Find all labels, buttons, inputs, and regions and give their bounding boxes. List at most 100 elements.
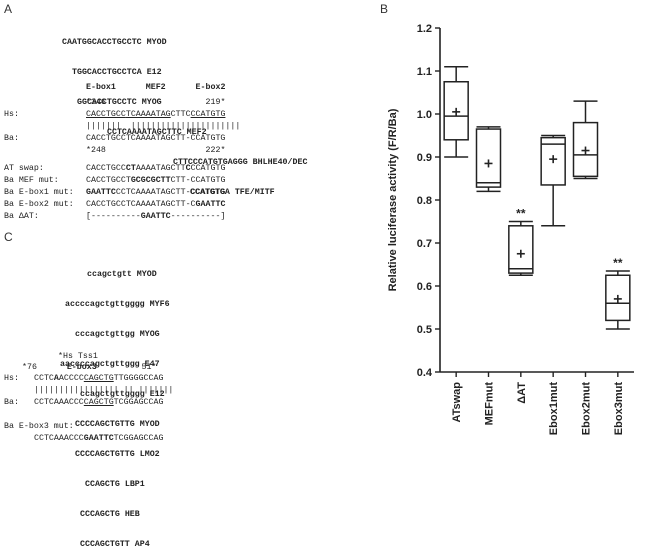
motif-row: GGCACCTGCCTC MYOG <box>62 98 307 108</box>
motif-seq: CCCCAGCTGTTG <box>75 420 135 429</box>
c-mut-sequence: CCTCAAACCCGAATTCTCGGAGCCAG <box>34 434 164 443</box>
motif-seq: CAATGGCACCTGCCTC <box>62 38 142 47</box>
ebox3-header: E-box3 <box>66 363 97 372</box>
y-tick-label: 0.8 <box>417 195 432 207</box>
motif-name: E12 <box>146 68 162 77</box>
box-0 <box>443 65 469 158</box>
ebox1-header: E-box1 <box>86 83 116 92</box>
motif-seq: ccagctgttgggg <box>80 390 145 399</box>
motif-name: MYOG <box>141 98 162 107</box>
mutant-seq: CACCTGCCTGCGCGCTTCTT-CCATGTG <box>86 176 226 185</box>
motif-row: CTTCCCATGTGAGGG BHLHE40/DEC <box>62 158 307 168</box>
hs-sequence: CACCTGCCTCAAAATAGCTTCCCATGTG <box>86 110 225 120</box>
motif-seq: CCCCAGCTGTTG <box>75 450 135 459</box>
mutant-label: Ba ΔAT: <box>4 212 39 221</box>
mutant-seq: CACCTGCCCTAAAATAGCTTCCCATGTG <box>86 164 226 173</box>
tss-label: *Hs Tss1 <box>58 352 98 361</box>
motif-name: HEB <box>124 510 140 519</box>
ba-label: Ba: <box>4 134 19 143</box>
motif-name: MYF6 <box>149 300 170 309</box>
motif-row: CCTCAAAATAGCTTC MEF2 <box>62 128 307 138</box>
significance-label: ** <box>516 207 526 221</box>
c-hs-sequence: CCTCAACCCCCAGCTGTTGGGGCCAG <box>34 374 164 383</box>
motif-name: MYOD <box>136 270 157 279</box>
mutant-seq: GAATTCCCTCAAAATAGCTT-CCATGTG <box>86 188 226 197</box>
motif-row: CCCCAGCTGTTG MYOD <box>60 420 170 430</box>
motif-row: accccagctgttgggg MYF6 <box>60 300 170 310</box>
mutant-label: Ba MEF mut: <box>4 176 59 185</box>
c-numbering: *76 E-box3 51* <box>22 363 156 373</box>
motif-name: MYOD <box>146 38 167 47</box>
motif-row: CCCAGCTGTT AP4 <box>60 540 170 550</box>
box-2: ** <box>508 207 534 276</box>
mutant-label: Ba E-box1 mut: <box>4 188 74 197</box>
motif-name: LBP1 <box>124 480 145 489</box>
y-axis: 0.4 0.5 0.6 0.7 0.8 0.9 1.0 1.1 1.2 <box>417 23 441 379</box>
motif-row: ccagctgtt MYOD <box>60 270 170 280</box>
y-tick-label: 0.9 <box>417 152 432 164</box>
motif-name: AP4 <box>134 540 150 549</box>
box-4 <box>572 100 599 180</box>
motif-name: TFE/MITF <box>234 188 275 197</box>
box-5: ** <box>605 256 631 330</box>
mutant-seq: CACCTGCCTCAAAATAGCTT-CGAATTC <box>86 200 226 209</box>
motif-seq: CCCAGCTG <box>80 510 120 519</box>
box-3 <box>540 134 566 227</box>
x-tick-label: Ebox2mut <box>581 382 593 436</box>
motif-seq: ccagctgtt <box>87 270 132 279</box>
mutant-seq: [----------GAATTC----------] <box>86 212 226 221</box>
motif-seq: aaccccagctgttggg <box>60 360 140 369</box>
motif-seq: accccagctgttgggg <box>65 300 145 309</box>
box-plot: Relative luciferase activity (F/R/Ba) 0.… <box>387 23 634 436</box>
c-hs-label: Hs: <box>4 374 19 383</box>
motif-name: BHLHE40/DEC <box>252 158 308 167</box>
motif-row: aaccccagctgttggg E47 <box>60 360 170 370</box>
motif-row: TGGCACCTGCCTCA E12 <box>62 68 307 78</box>
box-1 <box>475 126 502 193</box>
motif-seq: TGGCACCTGCCTCA <box>72 68 142 77</box>
motif-name: MEF2 <box>186 128 207 137</box>
y-tick-label: 0.6 <box>417 281 432 293</box>
x-tick-label: ΔAT <box>516 382 528 404</box>
motif-row: CCAGCTG LBP1 <box>60 480 170 490</box>
mutant-label: AT swap: <box>4 164 44 173</box>
c-num-left: *76 <box>22 363 37 372</box>
mef2-header: MEF2 <box>145 83 166 92</box>
y-tick-label: 1.0 <box>417 109 432 121</box>
x-tick-label: Ebox3mut <box>613 382 625 436</box>
motif-name: E12 <box>149 390 165 399</box>
panel-b-letter: B <box>380 2 389 16</box>
y-tick-label: 1.2 <box>417 23 432 35</box>
hs-seq-ebox1: CACCTGCC <box>86 110 126 119</box>
ebox2-header: E-box2 <box>195 83 226 92</box>
c-hs-ebox3: CAGCTG <box>83 374 114 383</box>
c-mut-label: Ba E-box3 mut: <box>4 422 74 431</box>
y-tick-label: 1.1 <box>417 66 432 78</box>
panel-a-letter: A <box>4 2 13 16</box>
motif-row: ccagctgttgggg E12 <box>60 390 170 400</box>
panel-c-letter: C <box>4 230 13 244</box>
ba-numbering: *248 222* <box>86 146 225 156</box>
y-tick-label: 0.4 <box>417 367 433 379</box>
motif-row: CCCAGCTG HEB <box>60 510 170 520</box>
mutant-label: Ba E-box2 mut: <box>4 200 74 209</box>
hs-seq-mid: CTTC <box>170 110 191 119</box>
ba-sequence: CACCTGCCTCAAAATAGCTT-CCATGTG <box>86 134 226 143</box>
motif-name: E47 <box>144 360 160 369</box>
motif-name: LMO2 <box>139 450 160 459</box>
hs-num-right: 219* <box>205 98 226 107</box>
y-tick-label: 0.7 <box>417 238 432 250</box>
motif-seq: CCTCAAAATAGCTTC <box>107 128 182 137</box>
c-ba-label: Ba: <box>4 398 19 407</box>
motif-seq: CCATGTGA <box>190 188 230 197</box>
boxes: ** ** <box>443 65 631 330</box>
hs-numbering: *246 219* <box>86 98 225 108</box>
iqr-box <box>475 128 502 188</box>
motif-row: CAATGGCACCTGCCTC MYOD <box>62 38 307 48</box>
motif-name: MYOG <box>139 330 160 339</box>
iqr-box <box>508 225 534 274</box>
motif-name: MYOD <box>139 420 160 429</box>
x-tick-label: MEFmut <box>484 382 496 426</box>
panel-a-box-headers: E-box1 MEF2 E-box2 <box>86 83 225 93</box>
hs-seq-mef2: TCAAAATAG <box>125 110 171 119</box>
